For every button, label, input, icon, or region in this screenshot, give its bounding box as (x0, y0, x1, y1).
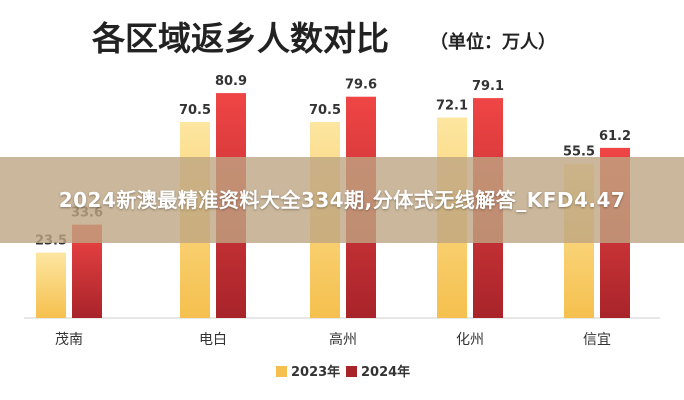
value-label-2024-3: 79.1 (472, 79, 504, 94)
value-label-2023-1: 70.5 (179, 103, 211, 118)
value-label-2024-1: 80.9 (215, 74, 247, 89)
value-label-2023-4: 55.5 (563, 145, 595, 160)
bars-group (36, 93, 630, 319)
legend-label-2024: 2024年 (361, 364, 410, 380)
value-label-2023-2: 70.5 (309, 103, 341, 118)
legend-swatch-2024 (346, 366, 357, 377)
category-label-2: 高州 (329, 331, 357, 348)
category-labels-group: 茂南 电白 高州 化州 信宜 (55, 331, 611, 348)
legend: 2023年 2024年 (276, 364, 410, 380)
category-label-4: 信宜 (583, 332, 611, 348)
overlay-text: 2024新澳最精准资料大全334期,分体式无线解答_KFD4.47 (58, 188, 626, 212)
value-label-2024-2: 79.6 (345, 78, 377, 93)
category-label-1: 电白 (199, 332, 227, 348)
value-label-2023-3: 72.1 (436, 99, 468, 114)
legend-label-2023: 2023年 (291, 364, 340, 380)
category-label-0: 茂南 (55, 331, 83, 348)
overlay-banner: 2024新澳最精准资料大全334期,分体式无线解答_KFD4.47 (0, 157, 684, 243)
value-label-2024-4: 61.2 (599, 129, 631, 144)
chart-unit-note: （单位：万人） (430, 31, 556, 53)
bar-2023-0 (36, 252, 66, 318)
category-label-3: 化州 (456, 332, 484, 348)
legend-swatch-2023 (276, 366, 287, 377)
chart-title: 各区域返乡人数对比 (91, 19, 389, 58)
